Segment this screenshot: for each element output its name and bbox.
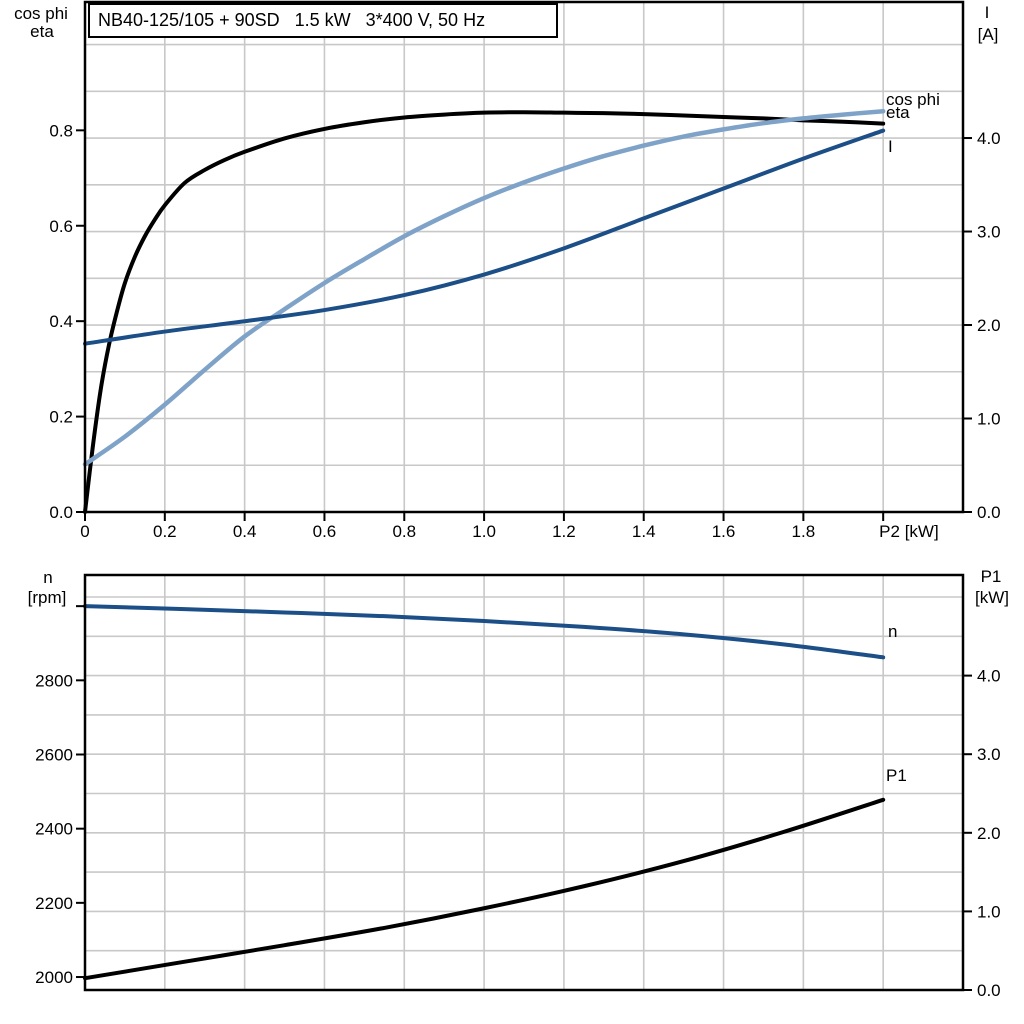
plot-frame [83,0,965,514]
y-right-tick-label: 3.0 [977,745,1001,764]
y-right-tick-label: 1.0 [977,902,1001,921]
y-left-tick-label: 2200 [35,894,73,913]
y-right-tick-label: 2.0 [977,316,1001,335]
series-current-curve [83,128,886,346]
x-tick-label: 0.4 [233,522,257,541]
chart-title-box: NB40-125/105 + 90SD 1.5 kW 3*400 V, 50 H… [88,3,558,38]
series-p1-label: P1 [886,766,907,785]
x-tick-label: 1.8 [792,522,816,541]
y-left-tick-label: 0.6 [49,217,73,236]
series-n-label: n [888,622,897,641]
y-right-tick-label: 2.0 [977,824,1001,843]
series-current-label: I [888,137,893,156]
y-left-tick-label: 0.0 [49,503,73,522]
series-eta-curve [83,110,886,514]
y-left-axis-title-line: cos phi [14,4,68,23]
y-left-tick-label: 2000 [35,968,73,987]
x-tick-label: 0.8 [392,522,416,541]
y-right-axis-title-line: [A] [978,25,999,44]
y-left-axis-title-line: eta [30,22,54,41]
y-left-tick-label: 2600 [35,745,73,764]
y-right-tick-label: 4.0 [977,667,1001,686]
series-n-curve [83,604,886,660]
series-p1-curve [83,797,886,981]
plot-frame [83,573,965,992]
y-left-tick-label: 0.4 [49,312,73,331]
x-tick-label: 1.0 [472,522,496,541]
series-eta-label: eta [886,103,910,122]
x-tick-label: 1.2 [552,522,576,541]
series-cos-phi-label: cos phi [886,90,940,109]
x-tick-label: 0.6 [313,522,337,541]
y-left-tick-label: 0.8 [49,121,73,140]
x-tick-label: 0.2 [153,522,177,541]
chart-title: NB40-125/105 + 90SD 1.5 kW 3*400 V, 50 H… [98,10,486,30]
series-cos-phi-curve [82,109,886,467]
y-right-tick-label: 1.0 [977,410,1001,429]
x-tick-label: P2 [kW] [879,522,939,541]
y-right-axis-title-line: [kW] [975,588,1009,607]
y-right-tick-label: 4.0 [977,129,1001,148]
x-tick-label: 0 [80,522,89,541]
x-tick-label: 1.4 [632,522,656,541]
y-right-axis-title-line: I [985,3,990,22]
x-tick-label: 1.6 [712,522,736,541]
y-right-axis-title-line: P1 [981,567,1002,586]
y-left-tick-label: 2400 [35,820,73,839]
y-right-tick-label: 0.0 [977,503,1001,522]
y-right-tick-label: 3.0 [977,223,1001,242]
y-left-axis-title-line: [rpm] [28,588,67,607]
y-left-axis-title-line: n [43,568,52,587]
y-left-tick-label: 2800 [35,671,73,690]
y-left-tick-label: 0.2 [49,408,73,427]
y-right-tick-label: 0.0 [977,981,1001,1000]
